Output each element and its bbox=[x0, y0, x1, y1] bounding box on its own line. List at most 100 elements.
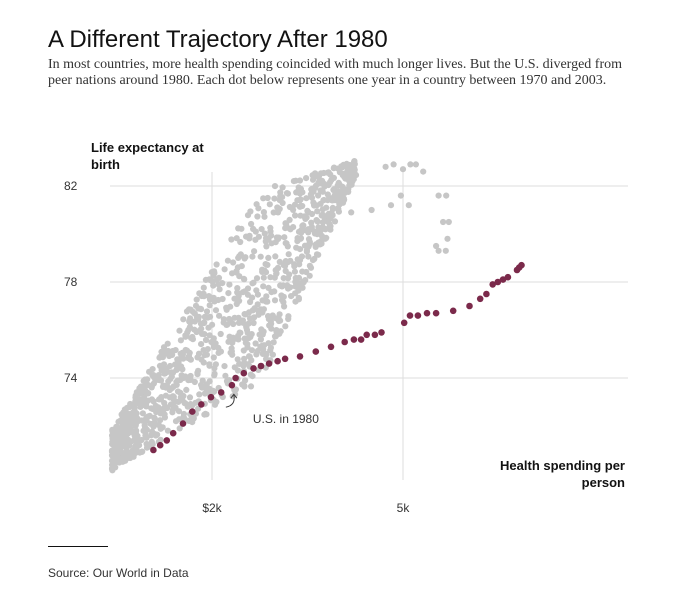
peer-point bbox=[209, 321, 216, 328]
peer-point bbox=[267, 274, 274, 281]
peer-point bbox=[206, 385, 213, 393]
peer-point bbox=[131, 400, 138, 408]
us-point bbox=[240, 369, 248, 377]
peer-point bbox=[272, 253, 279, 260]
peer-point bbox=[192, 302, 200, 309]
peer-point bbox=[240, 275, 247, 282]
peer-point bbox=[226, 377, 233, 384]
peer-point bbox=[433, 242, 440, 250]
us-point bbox=[476, 295, 484, 303]
scatter-chart: 82 78 74 $2k 5k Life expectancy at birth Health… bbox=[64, 140, 628, 515]
us-point bbox=[449, 307, 457, 315]
peer-point bbox=[191, 326, 198, 333]
peer-point bbox=[200, 347, 207, 354]
peer-point bbox=[206, 378, 213, 385]
peer-point bbox=[176, 327, 183, 334]
chart-subtitle: In most countries, more health spending … bbox=[48, 57, 623, 88]
peer-point bbox=[235, 225, 242, 232]
peer-point bbox=[268, 232, 275, 239]
peer-point bbox=[327, 171, 334, 178]
source-divider bbox=[48, 546, 108, 547]
peer-point bbox=[160, 406, 167, 413]
peer-point bbox=[292, 298, 299, 305]
us-point bbox=[179, 420, 187, 427]
peer-point bbox=[271, 288, 278, 295]
peer-point bbox=[203, 308, 211, 315]
peer-point bbox=[296, 261, 303, 268]
peer-point bbox=[320, 235, 327, 242]
us-point bbox=[489, 281, 497, 288]
peer-point bbox=[110, 442, 117, 449]
peer-point bbox=[143, 440, 150, 448]
us-point bbox=[400, 319, 408, 327]
peer-point bbox=[152, 402, 159, 410]
peer-point bbox=[242, 339, 249, 346]
peer-point bbox=[263, 243, 270, 250]
peer-point bbox=[217, 348, 224, 355]
peer-point bbox=[291, 201, 299, 208]
peer-point bbox=[257, 336, 264, 343]
peer-point bbox=[177, 350, 184, 357]
peer-point bbox=[305, 253, 312, 260]
peer-point bbox=[260, 283, 267, 290]
peer-point bbox=[331, 186, 338, 193]
us-point bbox=[483, 290, 490, 298]
peer-point bbox=[145, 397, 152, 404]
peer-point bbox=[243, 324, 250, 331]
peer-point bbox=[295, 287, 302, 294]
peer-point bbox=[187, 372, 194, 380]
peer-nation-points bbox=[108, 158, 452, 474]
peer-point bbox=[212, 307, 220, 314]
peer-point bbox=[168, 373, 175, 380]
peer-point bbox=[238, 263, 245, 270]
us-point bbox=[217, 389, 225, 396]
peer-point bbox=[194, 354, 201, 361]
peer-point bbox=[329, 197, 336, 204]
peer-point bbox=[142, 387, 149, 394]
peer-point bbox=[235, 319, 243, 326]
peer-point bbox=[199, 377, 206, 384]
peer-point bbox=[169, 384, 176, 392]
peer-point bbox=[197, 305, 204, 312]
peer-point bbox=[241, 382, 248, 389]
peer-point bbox=[263, 293, 270, 300]
us-point bbox=[350, 336, 358, 343]
us-point bbox=[466, 302, 473, 310]
peer-point bbox=[136, 449, 143, 456]
peer-point bbox=[440, 218, 447, 226]
peer-point bbox=[122, 457, 129, 464]
peer-point bbox=[222, 372, 229, 379]
peer-point bbox=[285, 251, 292, 258]
peer-point bbox=[301, 242, 309, 249]
peer-point bbox=[226, 281, 233, 288]
annotation-arrow bbox=[225, 395, 235, 408]
peer-point bbox=[313, 217, 320, 224]
peer-point bbox=[295, 228, 303, 235]
peer-point bbox=[265, 313, 272, 320]
peer-point bbox=[443, 192, 450, 199]
peer-point bbox=[435, 192, 442, 199]
peer-point bbox=[109, 463, 116, 470]
peer-point bbox=[226, 315, 233, 323]
peer-point bbox=[187, 319, 194, 326]
peer-point bbox=[267, 347, 274, 354]
peer-point bbox=[313, 202, 320, 209]
us-point bbox=[432, 309, 440, 317]
peer-point bbox=[241, 355, 248, 362]
peer-point bbox=[133, 444, 140, 452]
peer-point bbox=[224, 257, 231, 264]
peer-point bbox=[314, 208, 321, 215]
peer-point bbox=[325, 211, 332, 218]
peer-point bbox=[264, 298, 271, 305]
peer-point bbox=[382, 163, 389, 170]
peer-point bbox=[213, 261, 220, 268]
peer-point bbox=[305, 209, 312, 216]
peer-point bbox=[210, 294, 217, 301]
peer-point bbox=[261, 213, 268, 220]
peer-point bbox=[224, 321, 231, 328]
peer-point bbox=[239, 289, 246, 296]
peer-point bbox=[169, 347, 176, 355]
peer-point bbox=[192, 399, 199, 406]
peer-point bbox=[153, 409, 160, 416]
peer-point bbox=[308, 226, 315, 233]
